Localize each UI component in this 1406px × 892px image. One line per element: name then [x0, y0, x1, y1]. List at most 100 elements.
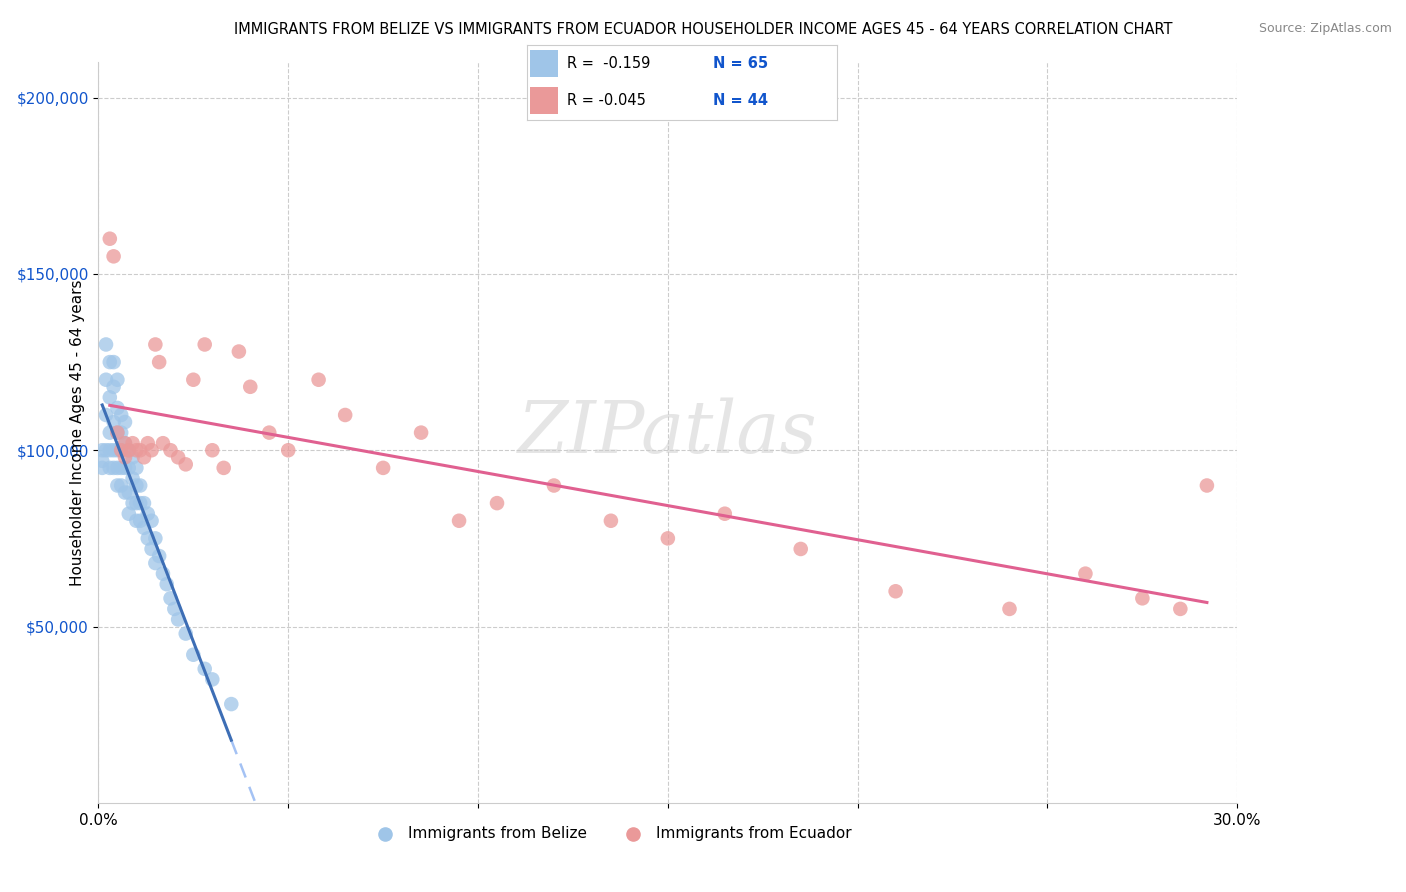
Point: [107, 478, 129, 492]
Point: [107, 425, 129, 440]
Point: [121, 436, 143, 450]
Point: [110, 461, 132, 475]
Point: [657, 532, 679, 546]
Point: [148, 355, 170, 369]
Point: [118, 485, 141, 500]
Point: [543, 478, 565, 492]
Point: [121, 450, 143, 465]
Point: [152, 566, 174, 581]
Point: [1132, 591, 1154, 606]
Point: [141, 541, 163, 556]
Point: [103, 249, 125, 263]
Point: [141, 514, 163, 528]
Point: [103, 380, 125, 394]
FancyBboxPatch shape: [530, 87, 558, 114]
Point: [145, 532, 167, 546]
Point: [114, 436, 136, 450]
Text: R =  -0.159: R = -0.159: [568, 56, 651, 71]
Point: [600, 514, 623, 528]
Point: [167, 450, 190, 465]
Point: [790, 541, 813, 556]
Point: [174, 458, 197, 472]
Point: [259, 425, 281, 440]
Point: [98, 390, 121, 404]
Point: [98, 443, 121, 458]
Point: [103, 355, 125, 369]
Point: [110, 478, 132, 492]
Point: [121, 471, 143, 485]
Point: [212, 461, 235, 475]
Point: [152, 436, 174, 450]
Point: [277, 443, 299, 458]
Point: [94, 337, 117, 351]
Point: [148, 549, 170, 563]
Point: [201, 673, 224, 687]
Point: [132, 521, 155, 535]
Point: [114, 436, 136, 450]
Point: [91, 443, 114, 458]
Point: [141, 443, 163, 458]
Point: [91, 454, 114, 468]
Point: [156, 577, 179, 591]
Point: [94, 373, 117, 387]
Point: [125, 478, 148, 492]
Point: [145, 337, 167, 351]
FancyBboxPatch shape: [530, 50, 558, 78]
Point: [110, 425, 132, 440]
Point: [1170, 602, 1192, 616]
Point: [1195, 478, 1218, 492]
Point: [884, 584, 907, 599]
Point: [103, 415, 125, 429]
Point: [125, 443, 148, 458]
Point: [163, 602, 186, 616]
Point: [221, 697, 243, 711]
Point: [107, 425, 129, 440]
Point: [125, 496, 148, 510]
Point: [107, 401, 129, 415]
Point: [998, 602, 1021, 616]
Point: [98, 425, 121, 440]
Point: [118, 443, 141, 458]
Point: [114, 450, 136, 465]
Text: N = 65: N = 65: [713, 56, 768, 71]
Text: ZIPatlas: ZIPatlas: [517, 397, 818, 468]
Point: [129, 443, 152, 458]
Point: [201, 443, 224, 458]
Point: [159, 591, 181, 606]
Point: [129, 514, 152, 528]
Point: [411, 425, 433, 440]
Point: [183, 373, 205, 387]
Point: [118, 461, 141, 475]
Point: [449, 514, 471, 528]
Point: [121, 496, 143, 510]
Point: [107, 373, 129, 387]
Point: [98, 461, 121, 475]
Point: [136, 507, 159, 521]
Point: [174, 626, 197, 640]
Point: [94, 443, 117, 458]
Point: [136, 436, 159, 450]
Point: [183, 648, 205, 662]
Point: [107, 461, 129, 475]
Point: [125, 461, 148, 475]
Text: N = 44: N = 44: [713, 93, 768, 108]
Point: [103, 461, 125, 475]
Point: [107, 443, 129, 458]
Legend: Immigrants from Belize, Immigrants from Ecuador: Immigrants from Belize, Immigrants from …: [364, 820, 858, 847]
Text: R = -0.045: R = -0.045: [568, 93, 647, 108]
Point: [114, 485, 136, 500]
Point: [486, 496, 509, 510]
Y-axis label: Householder Income Ages 45 - 64 years: Householder Income Ages 45 - 64 years: [69, 279, 84, 586]
Point: [335, 408, 357, 422]
Point: [145, 556, 167, 570]
Point: [239, 380, 262, 394]
Point: [714, 507, 737, 521]
Point: [94, 408, 117, 422]
Point: [132, 450, 155, 465]
Point: [132, 496, 155, 510]
Point: [114, 461, 136, 475]
Point: [110, 443, 132, 458]
Point: [118, 443, 141, 458]
Text: IMMIGRANTS FROM BELIZE VS IMMIGRANTS FROM ECUADOR HOUSEHOLDER INCOME AGES 45 - 6: IMMIGRANTS FROM BELIZE VS IMMIGRANTS FRO…: [233, 22, 1173, 37]
Point: [91, 461, 114, 475]
